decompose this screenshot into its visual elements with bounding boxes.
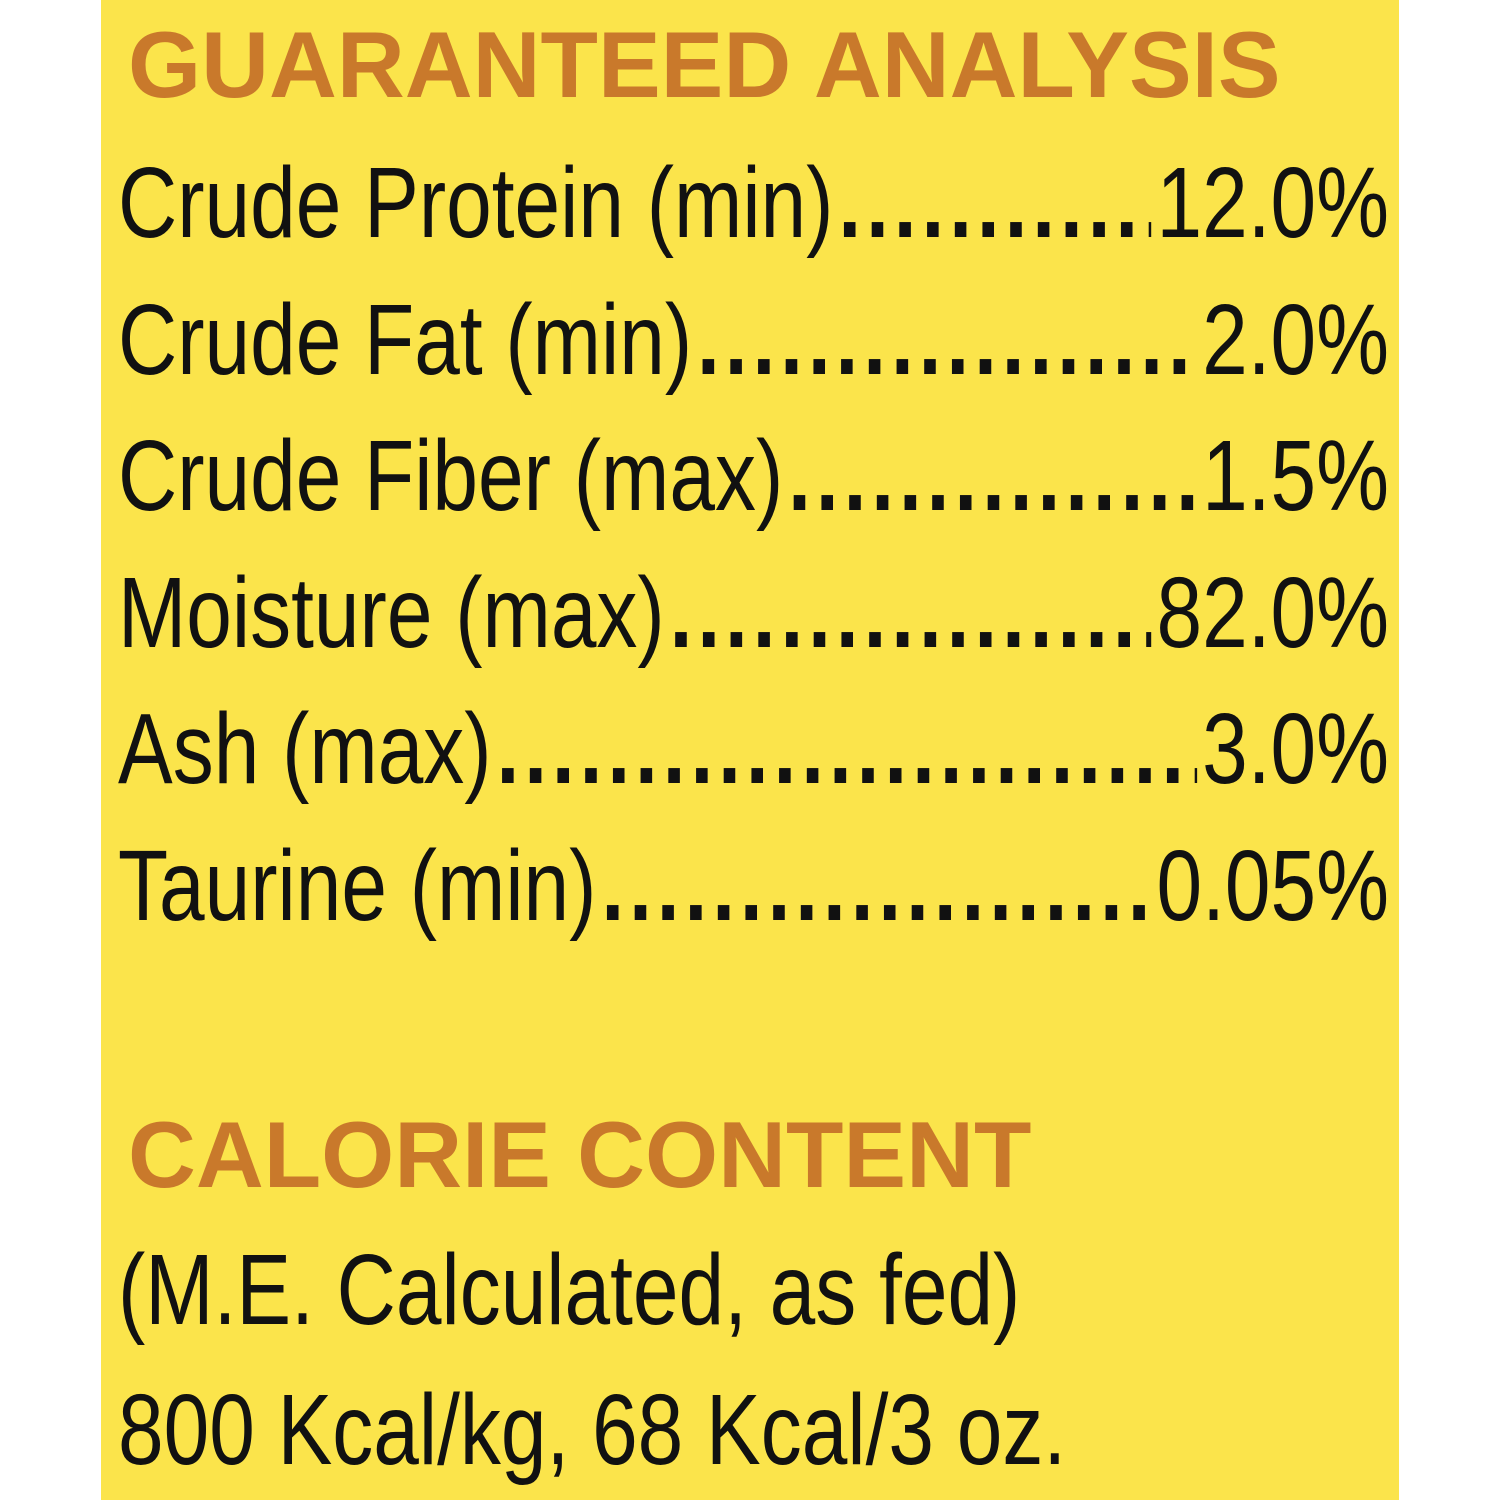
row-label: Crude Fat (min) xyxy=(118,283,693,396)
dot-leader xyxy=(601,818,1151,955)
row-value: 0.05% xyxy=(1156,829,1389,942)
dot-leader xyxy=(838,135,1151,272)
dot-leader xyxy=(697,272,1197,409)
row-value: 1.5% xyxy=(1202,420,1389,532)
calorie-content-text: (M.E. Calculated, as fed) 800 Kcal/kg, 6… xyxy=(118,1220,1389,1500)
row-label: Taurine (min) xyxy=(118,829,597,942)
row-label: Ash (max) xyxy=(118,693,492,805)
row-label: Crude Protein (min) xyxy=(118,147,834,259)
analysis-row: Crude Fat (min) 2.0% xyxy=(118,272,1389,409)
analysis-row: Ash (max) 3.0% xyxy=(118,681,1389,818)
analysis-row: Moisture (max) 82.0% xyxy=(118,545,1389,682)
analysis-row: Taurine (min) 0.05% xyxy=(118,818,1389,955)
dot-leader xyxy=(788,408,1197,545)
calorie-content-heading: CALORIE CONTENT xyxy=(128,1102,1032,1207)
analysis-row: Crude Protein (min) 12.0% xyxy=(118,135,1389,272)
row-value: 12.0% xyxy=(1156,147,1389,259)
row-value: 2.0% xyxy=(1202,283,1389,396)
row-label: Crude Fiber (max) xyxy=(118,420,784,532)
row-label: Moisture (max) xyxy=(118,556,665,669)
analysis-table: Crude Protein (min) 12.0% Crude Fat (min)… xyxy=(118,135,1389,954)
row-value: 3.0% xyxy=(1202,693,1389,805)
calorie-method: (M.E. Calculated, as fed) xyxy=(118,1234,1021,1346)
calorie-values: 800 Kcal/kg, 68 Kcal/3 oz. xyxy=(118,1374,1067,1486)
dot-leader xyxy=(497,681,1198,818)
row-value: 82.0% xyxy=(1156,556,1389,669)
dot-leader xyxy=(670,545,1152,682)
analysis-row: Crude Fiber (max) 1.5% xyxy=(118,408,1389,545)
guaranteed-analysis-heading: GUARANTEED ANALYSIS xyxy=(128,12,1281,117)
